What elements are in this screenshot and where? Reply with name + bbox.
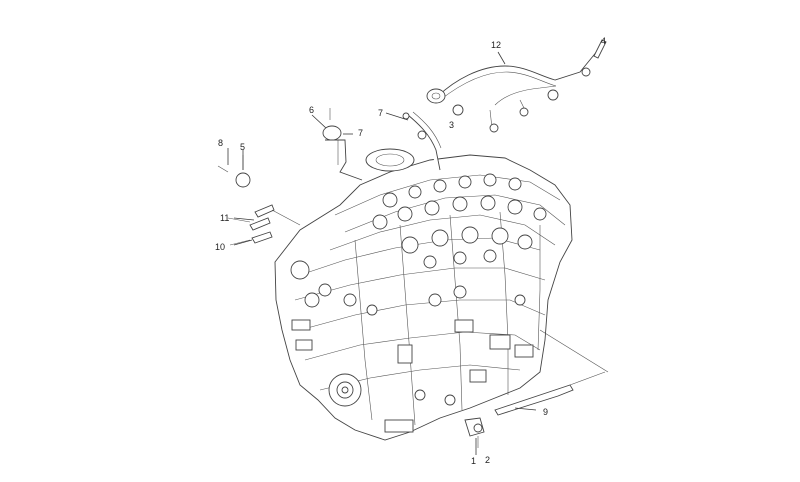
callout-6: 6 [309,105,314,115]
callout-7-upper: 7 [378,108,383,118]
callout-1: 1 [471,456,476,466]
callout-labels: 12 4 6 7 7 3 8 5 11 10 9 1 2 [215,36,606,466]
callout-5: 5 [240,142,245,152]
callout-8: 8 [218,138,223,148]
callout-3: 3 [449,120,454,130]
callout-7: 7 [358,128,363,138]
bolts-10-11 [227,204,301,246]
callout-10: 10 [215,242,225,252]
fuel-injection-lines [426,39,607,133]
callout-9: 9 [543,407,548,417]
pipe-assembly-7 [402,111,442,171]
leader-lines [227,51,537,455]
callout-4: 4 [601,36,606,46]
engine-block [274,148,573,441]
callout-2: 2 [485,455,490,465]
sensor-bracket-6 [322,108,363,181]
callout-11: 11 [220,213,229,223]
sensor-1-2 [464,417,485,448]
callout-12: 12 [491,40,501,50]
fitting-5 [217,155,251,188]
rod-assembly-9 [494,329,609,416]
